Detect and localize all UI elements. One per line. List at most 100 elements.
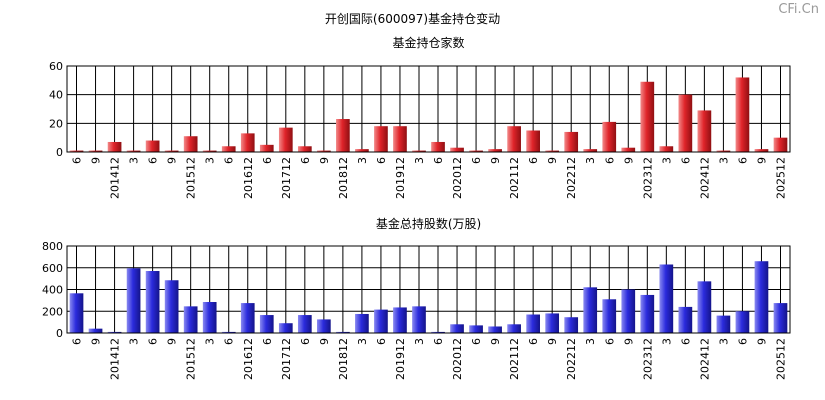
shares-bar [221,331,236,333]
holders-x-tick-label: 9 [755,157,768,164]
shares-x-tick-label: 9 [622,338,635,345]
shares-x-tick-label: 6 [71,338,84,345]
holders-x-tick-label: 9 [90,157,103,164]
shares-x-tick-label: 202412 [698,338,711,380]
shares-x-tick-label: 3 [584,338,597,345]
shares-x-tick-label: 6 [603,338,616,345]
shares-x-tick-label: 6 [470,338,483,345]
shares-x-tick-label: 6 [261,338,274,345]
watermark-logo: CFi.Cn [778,2,819,17]
shares-bar [202,302,217,333]
holders-bar [221,146,236,152]
holders-y-tick-label: 60 [49,60,63,73]
page-title: 开创国际(600097)基金持仓变动 [324,12,501,26]
holders-bar [317,150,331,152]
holders-x-tick-label: 9 [546,157,559,164]
holders-bar [659,146,674,152]
holders-bar [259,144,274,152]
holders-bar [278,127,293,152]
holders-bar [164,150,179,152]
shares-bar [336,331,350,333]
holders-bar [678,94,693,152]
holders-bar [374,126,388,152]
shares-bar [602,299,617,333]
shares-bar [526,314,540,333]
holders-bar [336,119,350,152]
holders-x-tick-label: 201812 [337,157,350,199]
shares-bar [374,309,388,333]
shares-x-tick-label: 201612 [242,338,255,380]
holders-x-tick-label: 202312 [641,157,654,199]
shares-y-tick-label: 200 [42,305,63,318]
holders-x-tick-label: 3 [584,157,597,164]
holders-x-tick-label: 6 [223,157,236,164]
holders-x-tick-label: 3 [128,157,141,164]
holders-bar [88,150,103,152]
holders-bar [393,126,407,152]
holders-bar [183,136,198,152]
shares-x-tick-label: 6 [527,338,540,345]
shares-x-tick-label: 9 [166,338,179,345]
holders-x-tick-label: 6 [299,157,312,164]
holders-x-tick-label: 3 [204,157,217,164]
shares-bar [659,264,674,333]
holders-bar [602,121,617,152]
holders-x-tick-label: 9 [489,157,502,164]
shares-bar [259,315,274,333]
bottom-chart-title: 基金总持股数(万股) [376,216,481,231]
shares-x-tick-label: 3 [128,338,141,345]
shares-bar [297,315,312,333]
holders-x-tick-label: 6 [147,157,160,164]
shares-bar [583,287,598,333]
holders-bar [355,149,369,152]
shares-x-tick-label: 202512 [774,338,787,380]
holders-y-tick-label: 0 [56,146,63,159]
holders-x-tick-label: 202112 [508,157,521,199]
shares-x-tick-label: 9 [546,338,559,345]
holders-x-tick-label: 3 [660,157,673,164]
shares-x-tick-label: 202112 [508,338,521,380]
holders-x-tick-label: 202512 [774,157,787,199]
holders-x-tick-label: 201912 [394,157,407,199]
holders-x-tick-label: 202412 [698,157,711,199]
holders-x-tick-label: 6 [527,157,540,164]
shares-plot-frame [66,245,791,334]
shares-bar [773,303,788,333]
holders-x-tick-label: 202212 [565,157,578,199]
holders-x-tick-label: 3 [356,157,369,164]
holders-x-tick-label: 9 [622,157,635,164]
shares-x-tick-label: 6 [679,338,692,345]
shares-x-tick-label: 202012 [451,338,464,380]
holders-bar [640,81,655,152]
top-chart-title: 基金持仓家数 [392,35,464,50]
shares-y-tick-label: 800 [42,240,63,253]
holders-x-tick-label: 9 [318,157,331,164]
holders-x-tick-label: 6 [71,157,84,164]
holders-x-tick-label: 201512 [185,157,198,199]
shares-bar [355,313,369,333]
holders-x-tick-label: 6 [470,157,483,164]
holders-x-tick-label: 6 [432,157,445,164]
shares-x-tick-label: 6 [223,338,236,345]
shares-x-tick-label: 3 [356,338,369,345]
holders-bar [773,137,788,152]
holders-bar [697,110,712,152]
shares-x-tick-label: 9 [90,338,103,345]
shares-x-tick-label: 202312 [641,338,654,380]
shares-x-tick-label: 3 [660,338,673,345]
shares-bar [735,311,750,333]
holders-x-tick-label: 9 [166,157,179,164]
shares-x-tick-label: 9 [318,338,331,345]
shares-bar [107,331,122,333]
holders-bar [431,141,445,152]
holders-x-tick-label: 6 [603,157,616,164]
shares-x-tick-label: 6 [299,338,312,345]
shares-bar [164,280,179,333]
shares-x-tick-label: 201812 [337,338,350,380]
holders-bar [488,149,502,152]
shares-bar [564,317,579,333]
holders-bar [202,150,217,152]
shares-x-tick-label: 6 [432,338,445,345]
